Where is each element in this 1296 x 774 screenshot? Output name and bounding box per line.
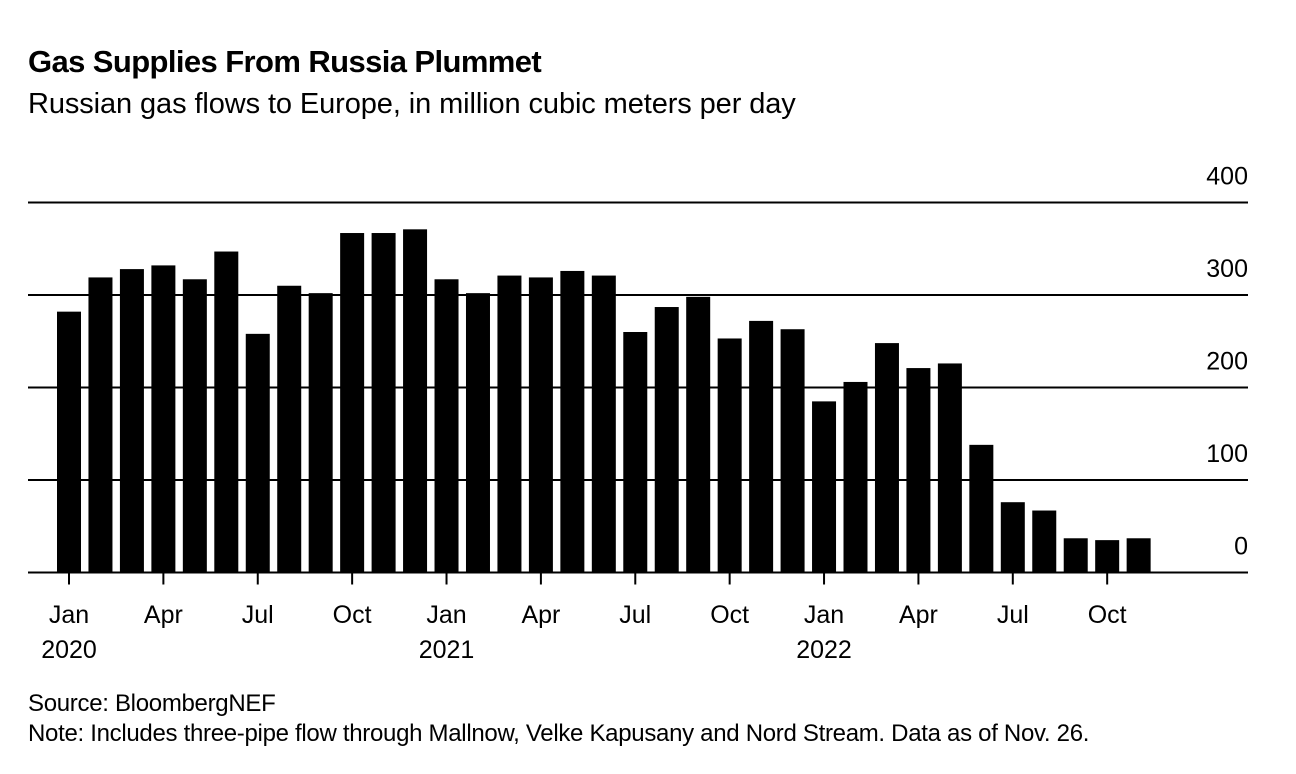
bar xyxy=(1126,538,1151,573)
bar xyxy=(88,277,113,573)
bar xyxy=(591,275,616,573)
x-tick-label-month: Oct xyxy=(333,601,372,629)
bar xyxy=(906,368,931,573)
chart-title: Gas Supplies From Russia Plummet xyxy=(28,44,542,79)
x-tick-label-year: 2021 xyxy=(419,636,475,664)
bar xyxy=(1063,538,1088,573)
bar xyxy=(57,311,81,573)
bar xyxy=(403,229,428,573)
x-tick-label-month: Apr xyxy=(521,601,560,629)
x-tick-label-month: Jul xyxy=(997,601,1029,629)
bar xyxy=(623,332,648,573)
bar xyxy=(497,275,522,573)
bar xyxy=(749,320,774,573)
source-note: Source: BloombergNEF xyxy=(28,690,276,717)
x-tick-label-month: Apr xyxy=(144,601,183,629)
x-tick-label-month: Jan xyxy=(804,601,844,629)
y-tick-label: 200 xyxy=(1206,348,1248,376)
bar xyxy=(843,381,868,573)
y-axis-labels: 0 100 200 300 400 xyxy=(1206,163,1248,561)
bar xyxy=(151,265,176,573)
bar xyxy=(340,233,365,573)
bar xyxy=(182,279,207,573)
bars xyxy=(57,229,1151,573)
bar xyxy=(245,333,270,573)
bar xyxy=(969,444,994,573)
bar xyxy=(308,293,333,573)
x-tick-label-month: Jan xyxy=(49,601,89,629)
x-tick-label-month: Oct xyxy=(710,601,749,629)
bar xyxy=(654,307,679,573)
x-tick-label-month: Jan xyxy=(426,601,466,629)
y-tick-label: 0 xyxy=(1234,533,1248,561)
chart-subtitle: Russian gas flows to Europe, in million … xyxy=(28,88,796,120)
bar xyxy=(277,285,302,573)
bar xyxy=(528,277,553,573)
y-tick-label: 400 xyxy=(1206,163,1248,191)
bar xyxy=(434,279,459,573)
footnote: Note: Includes three-pipe flow through M… xyxy=(28,720,1090,747)
x-tick-label-year: 2020 xyxy=(41,636,97,664)
bar xyxy=(1000,502,1025,573)
bar xyxy=(780,329,805,573)
bar xyxy=(371,233,396,573)
bar xyxy=(874,343,899,573)
bar xyxy=(560,270,585,573)
x-tick-label-year: 2022 xyxy=(796,636,852,664)
y-tick-label: 100 xyxy=(1206,440,1248,468)
bar xyxy=(686,296,711,573)
bar xyxy=(1032,510,1057,573)
y-tick-label: 300 xyxy=(1206,255,1248,283)
x-tick-label-month: Apr xyxy=(899,601,938,629)
bar xyxy=(465,293,490,573)
bar xyxy=(1095,540,1120,573)
bar xyxy=(119,269,144,573)
x-axis-labels: Jan 2020 Apr Jul Oct Jan 2021 Apr Jul Oct Jan 2022 A… xyxy=(41,572,1127,664)
bar xyxy=(812,401,837,573)
bar xyxy=(717,338,742,573)
x-tick-label-month: Jul xyxy=(619,601,651,629)
x-tick-label-month: Jul xyxy=(242,601,274,629)
x-tick-label-month: Oct xyxy=(1088,601,1127,629)
bar xyxy=(214,251,239,573)
bar xyxy=(937,363,962,573)
